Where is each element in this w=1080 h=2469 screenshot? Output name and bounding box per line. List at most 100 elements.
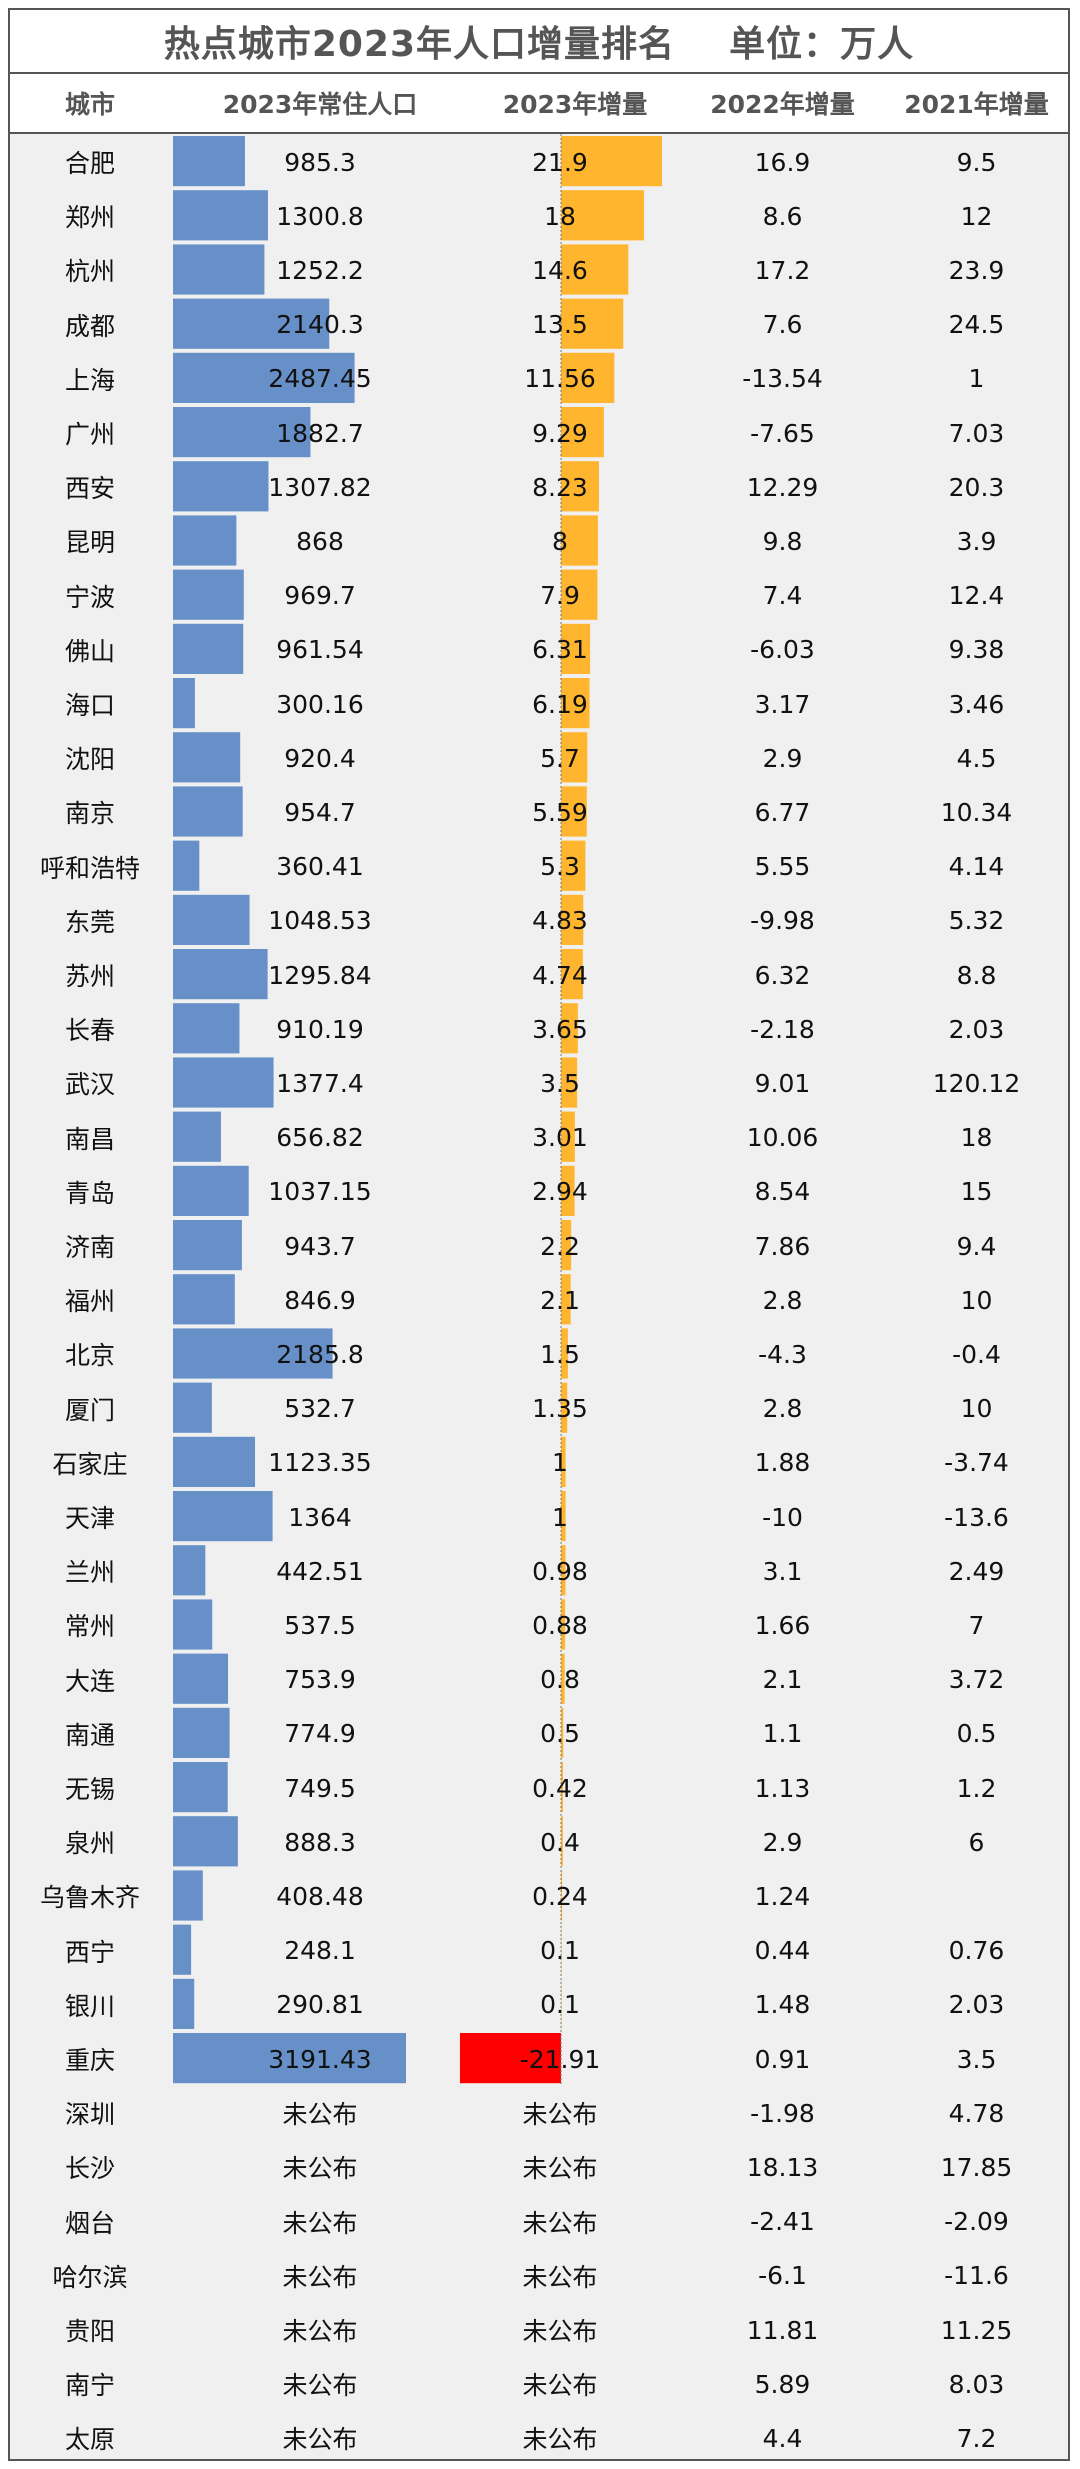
population-bar [173, 1111, 221, 1162]
growth-2021-cell: -13.6 [944, 1502, 1009, 1532]
growth-2022-cell: 3.1 [762, 1556, 803, 1586]
population-cell: 2487.45 [268, 364, 372, 394]
growth-2021-cell: 3.72 [948, 1665, 1005, 1695]
growth-2023-cell: 7.9 [540, 581, 580, 611]
population-cell: 1048.53 [268, 906, 372, 936]
population-bar [173, 1762, 228, 1813]
city-cell: 烟台 [64, 2208, 115, 2238]
growth-2023-cell: -21.91 [519, 2044, 601, 2074]
population-bar [173, 1382, 212, 1433]
growth-bar [561, 732, 588, 783]
population-cell: 537.5 [284, 1610, 356, 1640]
growth-2021-cell: 7.03 [948, 418, 1005, 448]
growth-bar [561, 840, 586, 891]
population-bar [173, 1003, 240, 1054]
growth-bar [561, 244, 629, 295]
population-cell: 532.7 [284, 1394, 356, 1424]
growth-2023-cell: 6.31 [532, 635, 588, 665]
growth-2021-cell: 2.03 [948, 1014, 1005, 1044]
growth-2022-cell: -6.03 [750, 635, 815, 665]
growth-2021-cell: 3.5 [956, 2044, 997, 2074]
city-cell: 合肥 [64, 149, 115, 178]
growth-bar [561, 1491, 566, 1542]
growth-2022-cell: 18.13 [746, 2152, 819, 2182]
growth-2022-cell: 2.8 [762, 1394, 803, 1424]
growth-2022-cell: 4.4 [762, 2423, 803, 2453]
growth-2023-cell: 未公布 [522, 2100, 598, 2130]
growth-2023-cell: 未公布 [522, 2317, 598, 2346]
population-cell: 442.51 [276, 1556, 364, 1586]
growth-2022-cell: 1.24 [754, 1881, 811, 1911]
growth-2021-cell: 10 [960, 1394, 993, 1424]
growth-2023-cell: 0.1 [540, 1936, 580, 1966]
growth-2022-cell: -10 [762, 1502, 803, 1532]
growth-2021-cell: 0.5 [956, 1719, 997, 1749]
growth-bar [561, 1382, 568, 1433]
growth-2022-cell: -2.41 [750, 2207, 815, 2237]
growth-2023-cell: 0.8 [540, 1665, 580, 1695]
growth-bar [561, 1599, 566, 1650]
growth-2022-cell: 5.55 [754, 852, 811, 882]
growth-bar [561, 1274, 571, 1325]
growth-2023-cell: 0.42 [532, 1773, 588, 1803]
growth-2023-cell: 18 [544, 201, 576, 231]
population-bar [173, 1870, 203, 1921]
population-cell: 1377.4 [276, 1068, 364, 1098]
growth-2022-cell: 3.17 [754, 689, 811, 719]
growth-2022-cell: -6.1 [758, 2261, 807, 2291]
population-bar [173, 136, 245, 187]
growth-2022-cell: 1.48 [754, 1990, 811, 2020]
growth-2021-cell: 18 [960, 1123, 993, 1153]
growth-bar [561, 1111, 575, 1162]
growth-2022-cell: 7.6 [762, 310, 803, 340]
growth-2023-cell: 3.65 [532, 1014, 588, 1044]
growth-bar [561, 1328, 568, 1379]
growth-2021-cell: -3.74 [944, 1448, 1009, 1478]
population-bar [173, 732, 241, 783]
population-cell: 656.82 [276, 1123, 364, 1153]
growth-2021-cell: 9.5 [956, 147, 997, 177]
population-cell: 1307.82 [268, 472, 372, 502]
city-cell: 郑州 [64, 203, 115, 233]
growth-2023-cell: 未公布 [522, 2425, 598, 2455]
growth-bar [561, 352, 615, 403]
growth-2021-cell: 5.32 [948, 906, 1005, 936]
growth-2023-cell: 0.88 [532, 1610, 588, 1640]
growth-2022-cell: 8.6 [762, 201, 803, 231]
growth-2021-cell: 8.8 [956, 960, 997, 990]
growth-bar [561, 1653, 565, 1704]
growth-2022-cell: -2.18 [750, 1014, 815, 1044]
city-cell: 西宁 [64, 1937, 115, 1967]
growth-2021-cell: 0.76 [948, 1936, 1005, 1966]
growth-2022-cell: 0.91 [754, 2044, 811, 2074]
population-bar [173, 2033, 406, 2084]
growth-bar [561, 1003, 578, 1054]
city-cell: 乌鲁木齐 [39, 1883, 140, 1913]
growth-bar [561, 136, 662, 187]
header-city: 城市 [64, 90, 115, 119]
growth-2021-cell: 12 [960, 201, 993, 231]
growth-bar [561, 1057, 578, 1108]
population-bar [173, 1220, 242, 1271]
city-cell: 南宁 [64, 2371, 115, 2401]
growth-2022-cell: 9.8 [762, 526, 803, 556]
population-cell: 954.7 [284, 797, 356, 827]
growth-2022-cell: 6.77 [754, 797, 811, 827]
growth-2021-cell: 1.2 [956, 1773, 997, 1803]
growth-bar [561, 1707, 564, 1758]
table-body: 合肥 985.3 21.9 16.9 9.5 郑州 1300.8 18 8.6 12 杭州 1252.… [10, 134, 1068, 2459]
growth-2021-cell: 4.78 [948, 2098, 1005, 2128]
growth-2023-cell: 2.94 [532, 1177, 588, 1207]
growth-2022-cell: 11.81 [746, 2315, 819, 2345]
growth-2023-cell: 5.7 [540, 743, 580, 773]
growth-2023-cell: 4.74 [532, 960, 588, 990]
growth-bar [561, 1545, 566, 1596]
growth-2022-cell: 1.66 [754, 1610, 811, 1640]
population-bar [173, 407, 311, 458]
growth-bar [561, 786, 587, 837]
growth-2022-cell: 1.1 [762, 1719, 803, 1749]
growth-2022-cell: 6.32 [754, 960, 811, 990]
growth-2021-cell: 23.9 [948, 255, 1005, 285]
population-cell: 未公布 [282, 2317, 358, 2346]
growth-2022-cell: 5.89 [754, 2369, 811, 2399]
